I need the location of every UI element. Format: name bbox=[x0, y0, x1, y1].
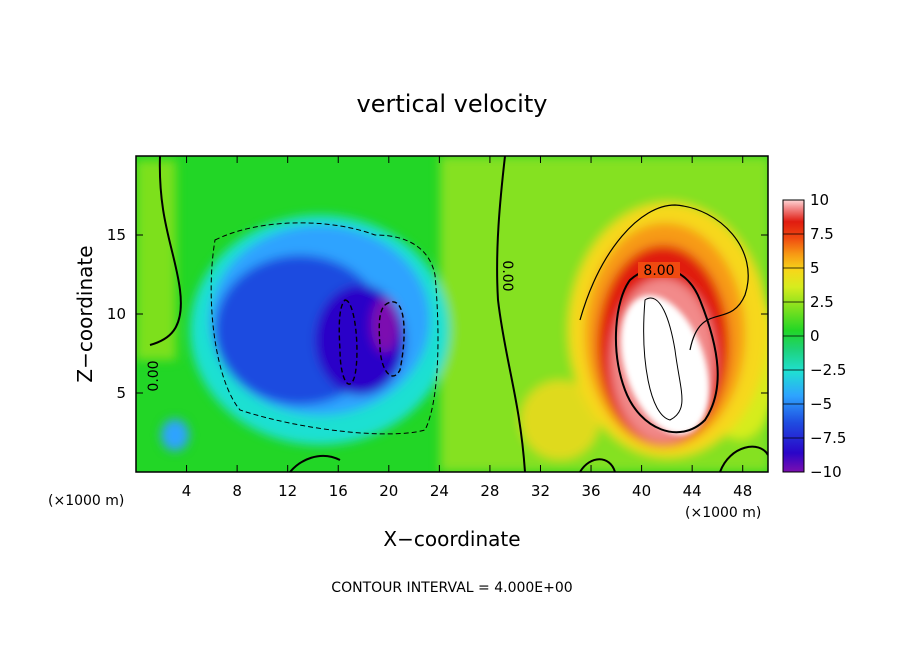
x-tick-label: 4 bbox=[182, 482, 192, 500]
x-tick-label: 44 bbox=[683, 482, 702, 500]
colorbar-tick-label: 7.5 bbox=[810, 225, 834, 243]
contour-label-high: 8.00 bbox=[643, 263, 674, 279]
colorbar-tick-label: 0 bbox=[810, 327, 820, 345]
x-tick-label: 24 bbox=[430, 482, 449, 500]
x-tick-label: 48 bbox=[733, 482, 752, 500]
chart-title: vertical velocity bbox=[357, 90, 548, 118]
contour-label-mid: 0.00 bbox=[499, 260, 515, 291]
heatmap-field bbox=[136, 156, 768, 472]
y-tick-label: 15 bbox=[107, 226, 126, 244]
colorbar-ticks: 10 7.5 5 2.5 0 −2.5 −5 −7.5 −10 bbox=[783, 191, 846, 481]
x-unit-right: (×1000 m) bbox=[685, 505, 761, 521]
x-tick-label: 28 bbox=[480, 482, 499, 500]
contour-interval-note: CONTOUR INTERVAL = 4.000E+00 bbox=[331, 580, 572, 596]
x-axis-label: X−coordinate bbox=[383, 527, 520, 551]
colorbar-tick-label: 5 bbox=[810, 259, 820, 277]
x-unit-left: (×1000 m) bbox=[48, 493, 124, 509]
y-axis: 5 10 15 bbox=[107, 226, 768, 402]
contour-label-bg bbox=[638, 262, 680, 278]
colorbar-tick-label: −2.5 bbox=[810, 361, 846, 379]
x-tick-label: 8 bbox=[232, 482, 242, 500]
colorbar-tick-label: −10 bbox=[810, 463, 842, 481]
y-tick-label: 10 bbox=[107, 305, 126, 323]
y-axis-label: Z−coordinate bbox=[73, 245, 97, 382]
x-tick-label: 40 bbox=[632, 482, 651, 500]
x-axis: 4 8 12 16 20 24 28 32 36 40 44 48 bbox=[182, 156, 752, 500]
x-tick-label: 20 bbox=[379, 482, 398, 500]
colorbar-tick-label: 10 bbox=[810, 191, 829, 209]
contour-lines bbox=[149, 156, 768, 472]
x-tick-label: 32 bbox=[531, 482, 550, 500]
colorbar-tick-label: −5 bbox=[810, 395, 832, 413]
y-tick-label: 5 bbox=[116, 384, 126, 402]
colorbar-tick-label: −7.5 bbox=[810, 429, 846, 447]
x-tick-label: 12 bbox=[278, 482, 297, 500]
colorbar-tick-label: 2.5 bbox=[810, 293, 834, 311]
contour-label-left: 0.00 bbox=[146, 360, 162, 391]
x-tick-label: 16 bbox=[329, 482, 348, 500]
x-tick-label: 36 bbox=[581, 482, 600, 500]
